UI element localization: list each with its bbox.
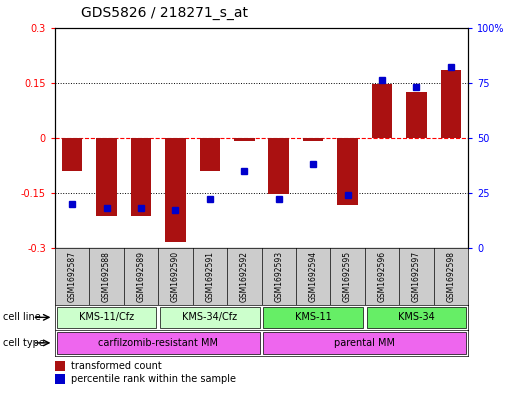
Bar [165,138,186,242]
Text: parental MM: parental MM [334,338,395,348]
Bar [160,307,260,328]
Bar [199,138,220,171]
Bar [234,138,255,141]
Text: GSM1692595: GSM1692595 [343,250,352,302]
Text: cell line: cell line [3,312,40,322]
Text: transformed count: transformed count [71,361,162,371]
Bar [406,92,427,138]
Text: GSM1692592: GSM1692592 [240,251,249,301]
Bar [55,374,65,384]
Text: GDS5826 / 218271_s_at: GDS5826 / 218271_s_at [81,6,248,20]
Text: GSM1692591: GSM1692591 [206,251,214,301]
Text: GSM1692589: GSM1692589 [137,251,145,301]
Bar [440,70,461,138]
Bar [268,138,289,195]
Text: carfilzomib-resistant MM: carfilzomib-resistant MM [98,338,218,348]
Text: GSM1692587: GSM1692587 [67,251,77,301]
Bar [62,138,83,171]
Text: GSM1692594: GSM1692594 [309,250,317,302]
Text: KMS-34: KMS-34 [398,312,435,322]
Text: GSM1692598: GSM1692598 [446,251,456,301]
Text: KMS-34/Cfz: KMS-34/Cfz [183,312,237,322]
Bar [367,307,467,328]
Text: KMS-11/Cfz: KMS-11/Cfz [79,312,134,322]
Text: GSM1692588: GSM1692588 [102,251,111,301]
Bar [303,138,323,141]
Text: cell type: cell type [3,338,44,348]
Bar [337,138,358,206]
Bar [263,307,363,328]
Bar [131,138,151,217]
Bar [55,361,65,371]
Bar [56,307,156,328]
Text: KMS-11: KMS-11 [295,312,332,322]
Bar [56,332,260,354]
Bar [372,84,392,138]
Text: GSM1692590: GSM1692590 [171,250,180,302]
Bar [263,332,467,354]
Text: GSM1692597: GSM1692597 [412,250,421,302]
Text: GSM1692593: GSM1692593 [274,250,283,302]
Bar [96,138,117,217]
Text: percentile rank within the sample: percentile rank within the sample [71,374,236,384]
Text: GSM1692596: GSM1692596 [378,250,386,302]
